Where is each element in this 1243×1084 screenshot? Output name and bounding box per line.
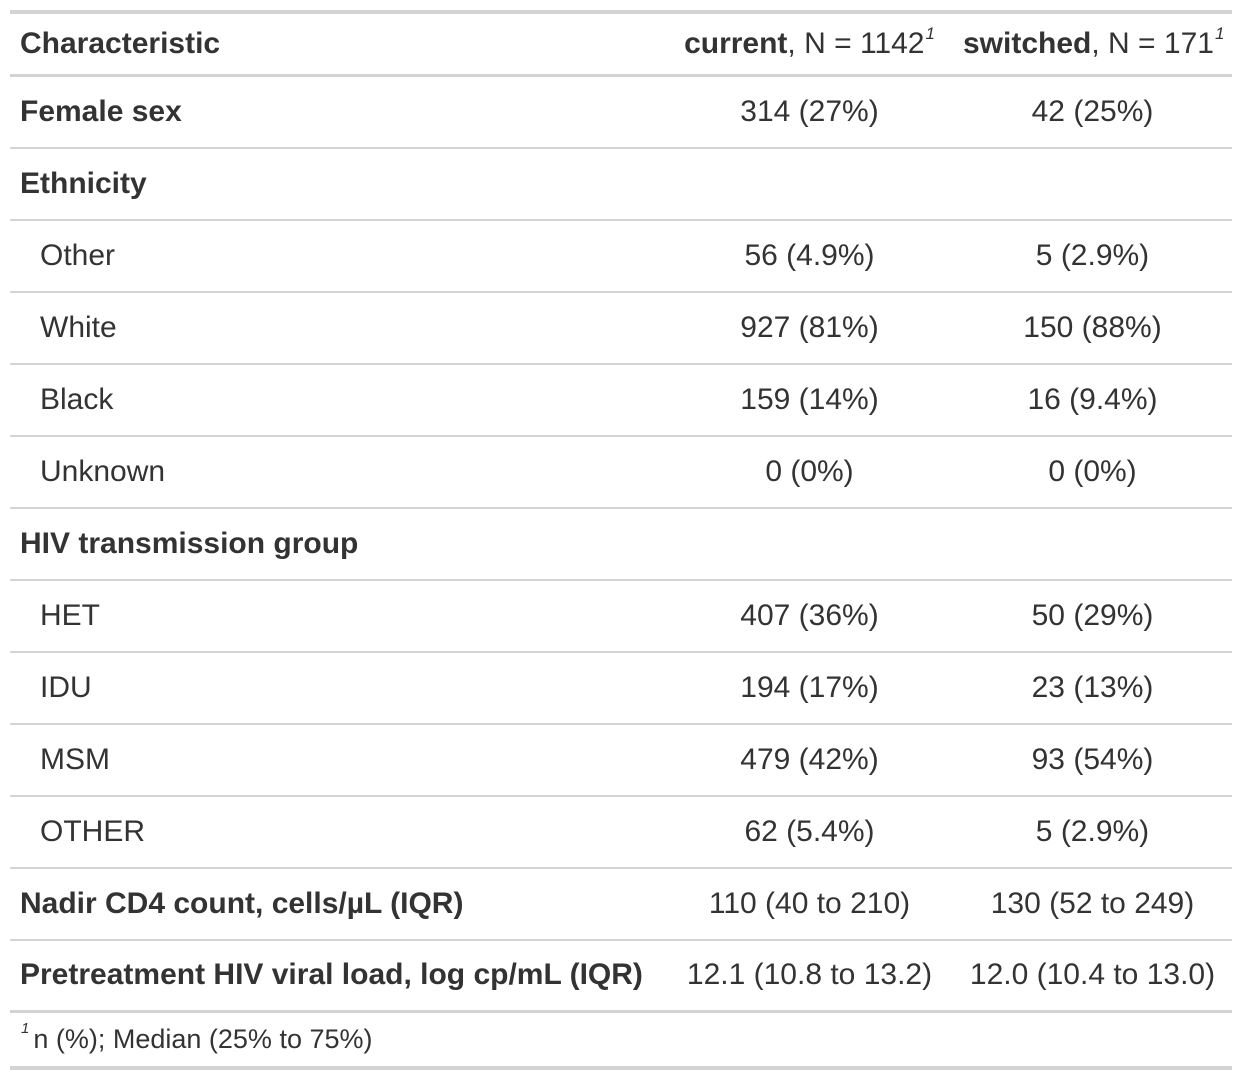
switched-value: 50 (29%)	[1031, 598, 1154, 632]
characteristic-header: Characteristic	[20, 27, 221, 60]
current-group-label: current	[684, 27, 788, 60]
row-label: OTHER	[40, 814, 145, 848]
row-label: Unknown	[40, 454, 166, 488]
switched-column-header: switched, N = 1711	[953, 12, 1232, 76]
switched-value: 42 (25%)	[1031, 94, 1154, 128]
table-row-transmission-msm: MSM 479 (42%) 93 (54%)	[10, 724, 1232, 796]
current-value: 407 (36%)	[740, 598, 879, 632]
current-value: 927 (81%)	[740, 310, 879, 344]
current-value: 62 (5.4%)	[744, 814, 875, 848]
footnote-marker: 1	[1214, 24, 1225, 43]
switched-n-label: , N = 171	[1091, 27, 1214, 60]
row-label: MSM	[40, 742, 110, 776]
table-row-ethnicity-unknown: Unknown 0 (0%) 0 (0%)	[10, 436, 1232, 508]
current-value	[666, 508, 953, 580]
table-body: Female sex 314 (27%) 42 (25%) Ethnicity …	[10, 76, 1232, 1012]
table-header: Characteristic current, N = 11421 switch…	[10, 12, 1232, 76]
switched-value: 150 (88%)	[1023, 310, 1162, 344]
current-value	[666, 148, 953, 220]
row-label: Female sex	[20, 94, 182, 128]
row-label: HIV transmission group	[20, 526, 359, 560]
switched-value	[953, 148, 1232, 220]
table-row-ethnicity-black: Black 159 (14%) 16 (9.4%)	[10, 364, 1232, 436]
current-value: 194 (17%)	[740, 670, 879, 704]
table-row-transmission-idu: IDU 194 (17%) 23 (13%)	[10, 652, 1232, 724]
current-n-label: , N = 1142	[787, 27, 925, 60]
row-label: Pretreatment HIV viral load, log cp/mL (…	[20, 958, 643, 992]
switched-value: 12.0 (10.4 to 13.0)	[969, 958, 1216, 992]
row-label: Black	[40, 382, 114, 416]
row-label: Nadir CD4 count, cells/µL (IQR)	[20, 886, 464, 920]
summary-table-container: Characteristic current, N = 11421 switch…	[10, 10, 1232, 1070]
switched-value: 5 (2.9%)	[1035, 814, 1150, 848]
summary-table: Characteristic current, N = 11421 switch…	[10, 10, 1232, 1070]
current-column-header: current, N = 11421	[666, 12, 953, 76]
table-row-ethnicity-other: Other 56 (4.9%) 5 (2.9%)	[10, 220, 1232, 292]
row-label: HET	[40, 598, 100, 632]
table-row-transmission-het: HET 407 (36%) 50 (29%)	[10, 580, 1232, 652]
switched-value: 5 (2.9%)	[1035, 238, 1150, 272]
current-value: 12.1 (10.8 to 13.2)	[686, 958, 933, 992]
table-row-nadir-cd4: Nadir CD4 count, cells/µL (IQR) 110 (40 …	[10, 868, 1232, 940]
footnote-marker: 1	[21, 1019, 30, 1037]
table-row-ethnicity-white: White 927 (81%) 150 (88%)	[10, 292, 1232, 364]
table-row-viral-load: Pretreatment HIV viral load, log cp/mL (…	[10, 940, 1232, 1012]
header-row: Characteristic current, N = 11421 switch…	[10, 12, 1232, 76]
table-row-ethnicity: Ethnicity	[10, 148, 1232, 220]
current-value: 159 (14%)	[740, 382, 879, 416]
switched-value: 130 (52 to 249)	[990, 886, 1195, 920]
table-row-transmission-other: OTHER 62 (5.4%) 5 (2.9%)	[10, 796, 1232, 868]
footnote-text: n (%); Median (25% to 75%)	[33, 1023, 373, 1054]
row-label: Ethnicity	[20, 166, 147, 200]
footnote-marker: 1	[925, 24, 935, 43]
switched-value: 16 (9.4%)	[1027, 382, 1158, 416]
switched-value: 23 (13%)	[1031, 670, 1154, 704]
current-value: 0 (0%)	[765, 454, 854, 488]
table-row-hiv-transmission-group: HIV transmission group	[10, 508, 1232, 580]
row-label: IDU	[40, 670, 92, 704]
switched-group-label: switched	[963, 27, 1092, 60]
current-value: 110 (40 to 210)	[708, 886, 911, 920]
current-value: 314 (27%)	[740, 94, 879, 128]
table-row-female-sex: Female sex 314 (27%) 42 (25%)	[10, 76, 1232, 148]
switched-value: 0 (0%)	[1048, 454, 1137, 488]
current-value: 479 (42%)	[740, 742, 879, 776]
switched-value: 93 (54%)	[1031, 742, 1154, 776]
row-label: Other	[40, 238, 116, 272]
current-value: 56 (4.9%)	[744, 238, 875, 272]
switched-value	[953, 508, 1232, 580]
row-label: White	[40, 310, 117, 344]
